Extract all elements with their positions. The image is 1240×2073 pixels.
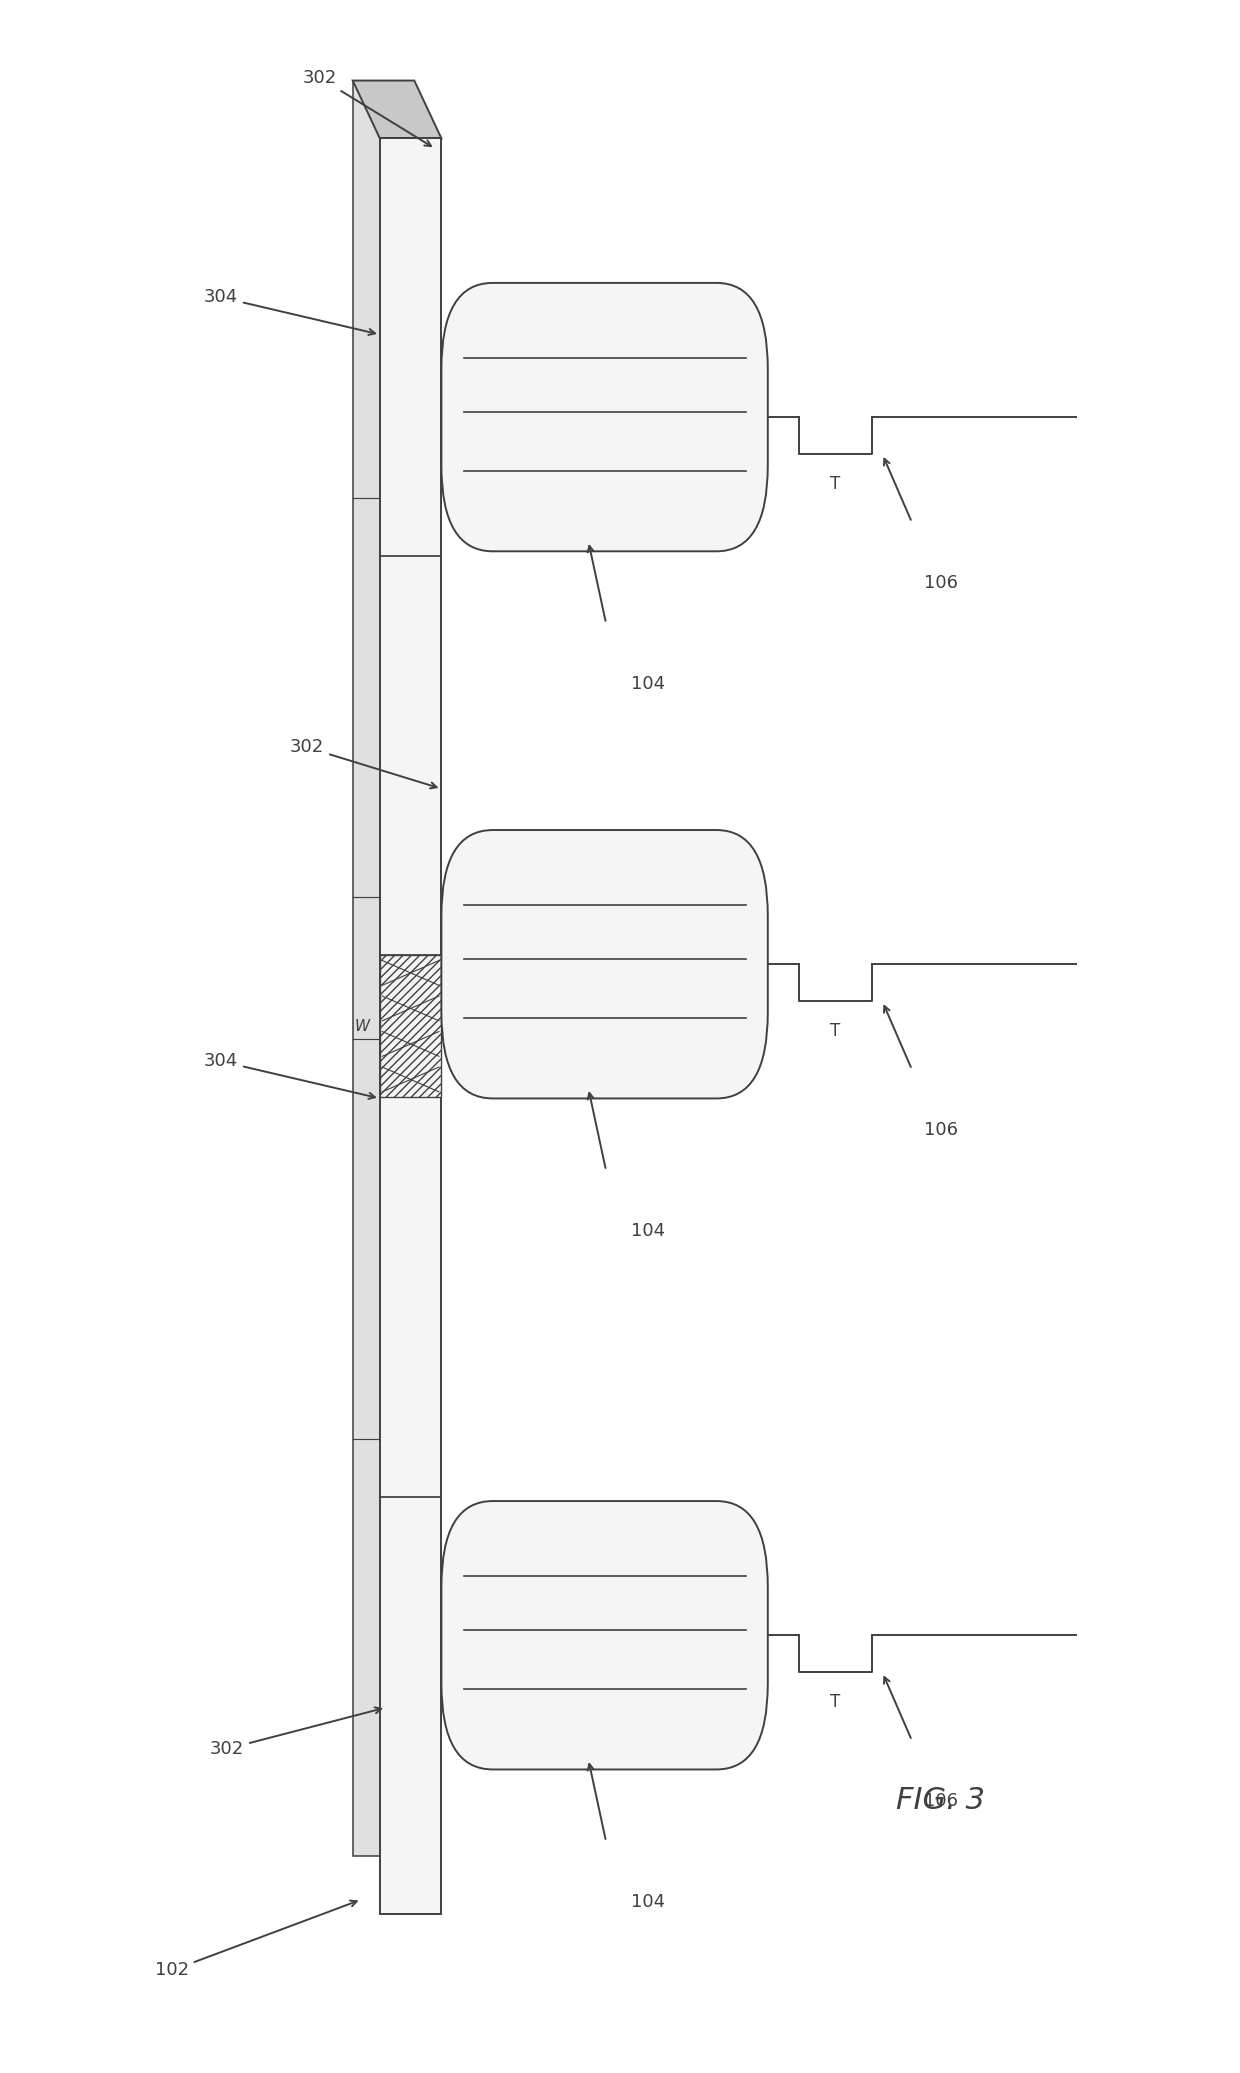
Polygon shape xyxy=(352,81,414,1855)
Polygon shape xyxy=(352,81,441,139)
FancyBboxPatch shape xyxy=(441,829,768,1099)
Text: 104: 104 xyxy=(631,676,665,692)
Polygon shape xyxy=(379,956,441,1097)
Text: T: T xyxy=(831,1022,841,1041)
FancyBboxPatch shape xyxy=(441,1501,768,1770)
Text: 302: 302 xyxy=(303,68,432,145)
Text: 304: 304 xyxy=(203,1053,374,1099)
Text: 104: 104 xyxy=(631,1223,665,1240)
Text: W: W xyxy=(355,1018,370,1034)
Text: FIG. 3: FIG. 3 xyxy=(895,1787,985,1816)
Text: 302: 302 xyxy=(210,1708,381,1758)
Text: 106: 106 xyxy=(924,1121,959,1140)
Polygon shape xyxy=(379,139,441,1913)
Text: 102: 102 xyxy=(155,1901,357,1980)
Text: 104: 104 xyxy=(631,1893,665,1911)
FancyBboxPatch shape xyxy=(441,282,768,551)
Text: 106: 106 xyxy=(924,1793,959,1810)
Text: T: T xyxy=(831,1694,841,1710)
Text: 302: 302 xyxy=(290,738,436,788)
Text: T: T xyxy=(831,475,841,493)
Text: 106: 106 xyxy=(924,574,959,593)
Text: 304: 304 xyxy=(203,288,374,336)
